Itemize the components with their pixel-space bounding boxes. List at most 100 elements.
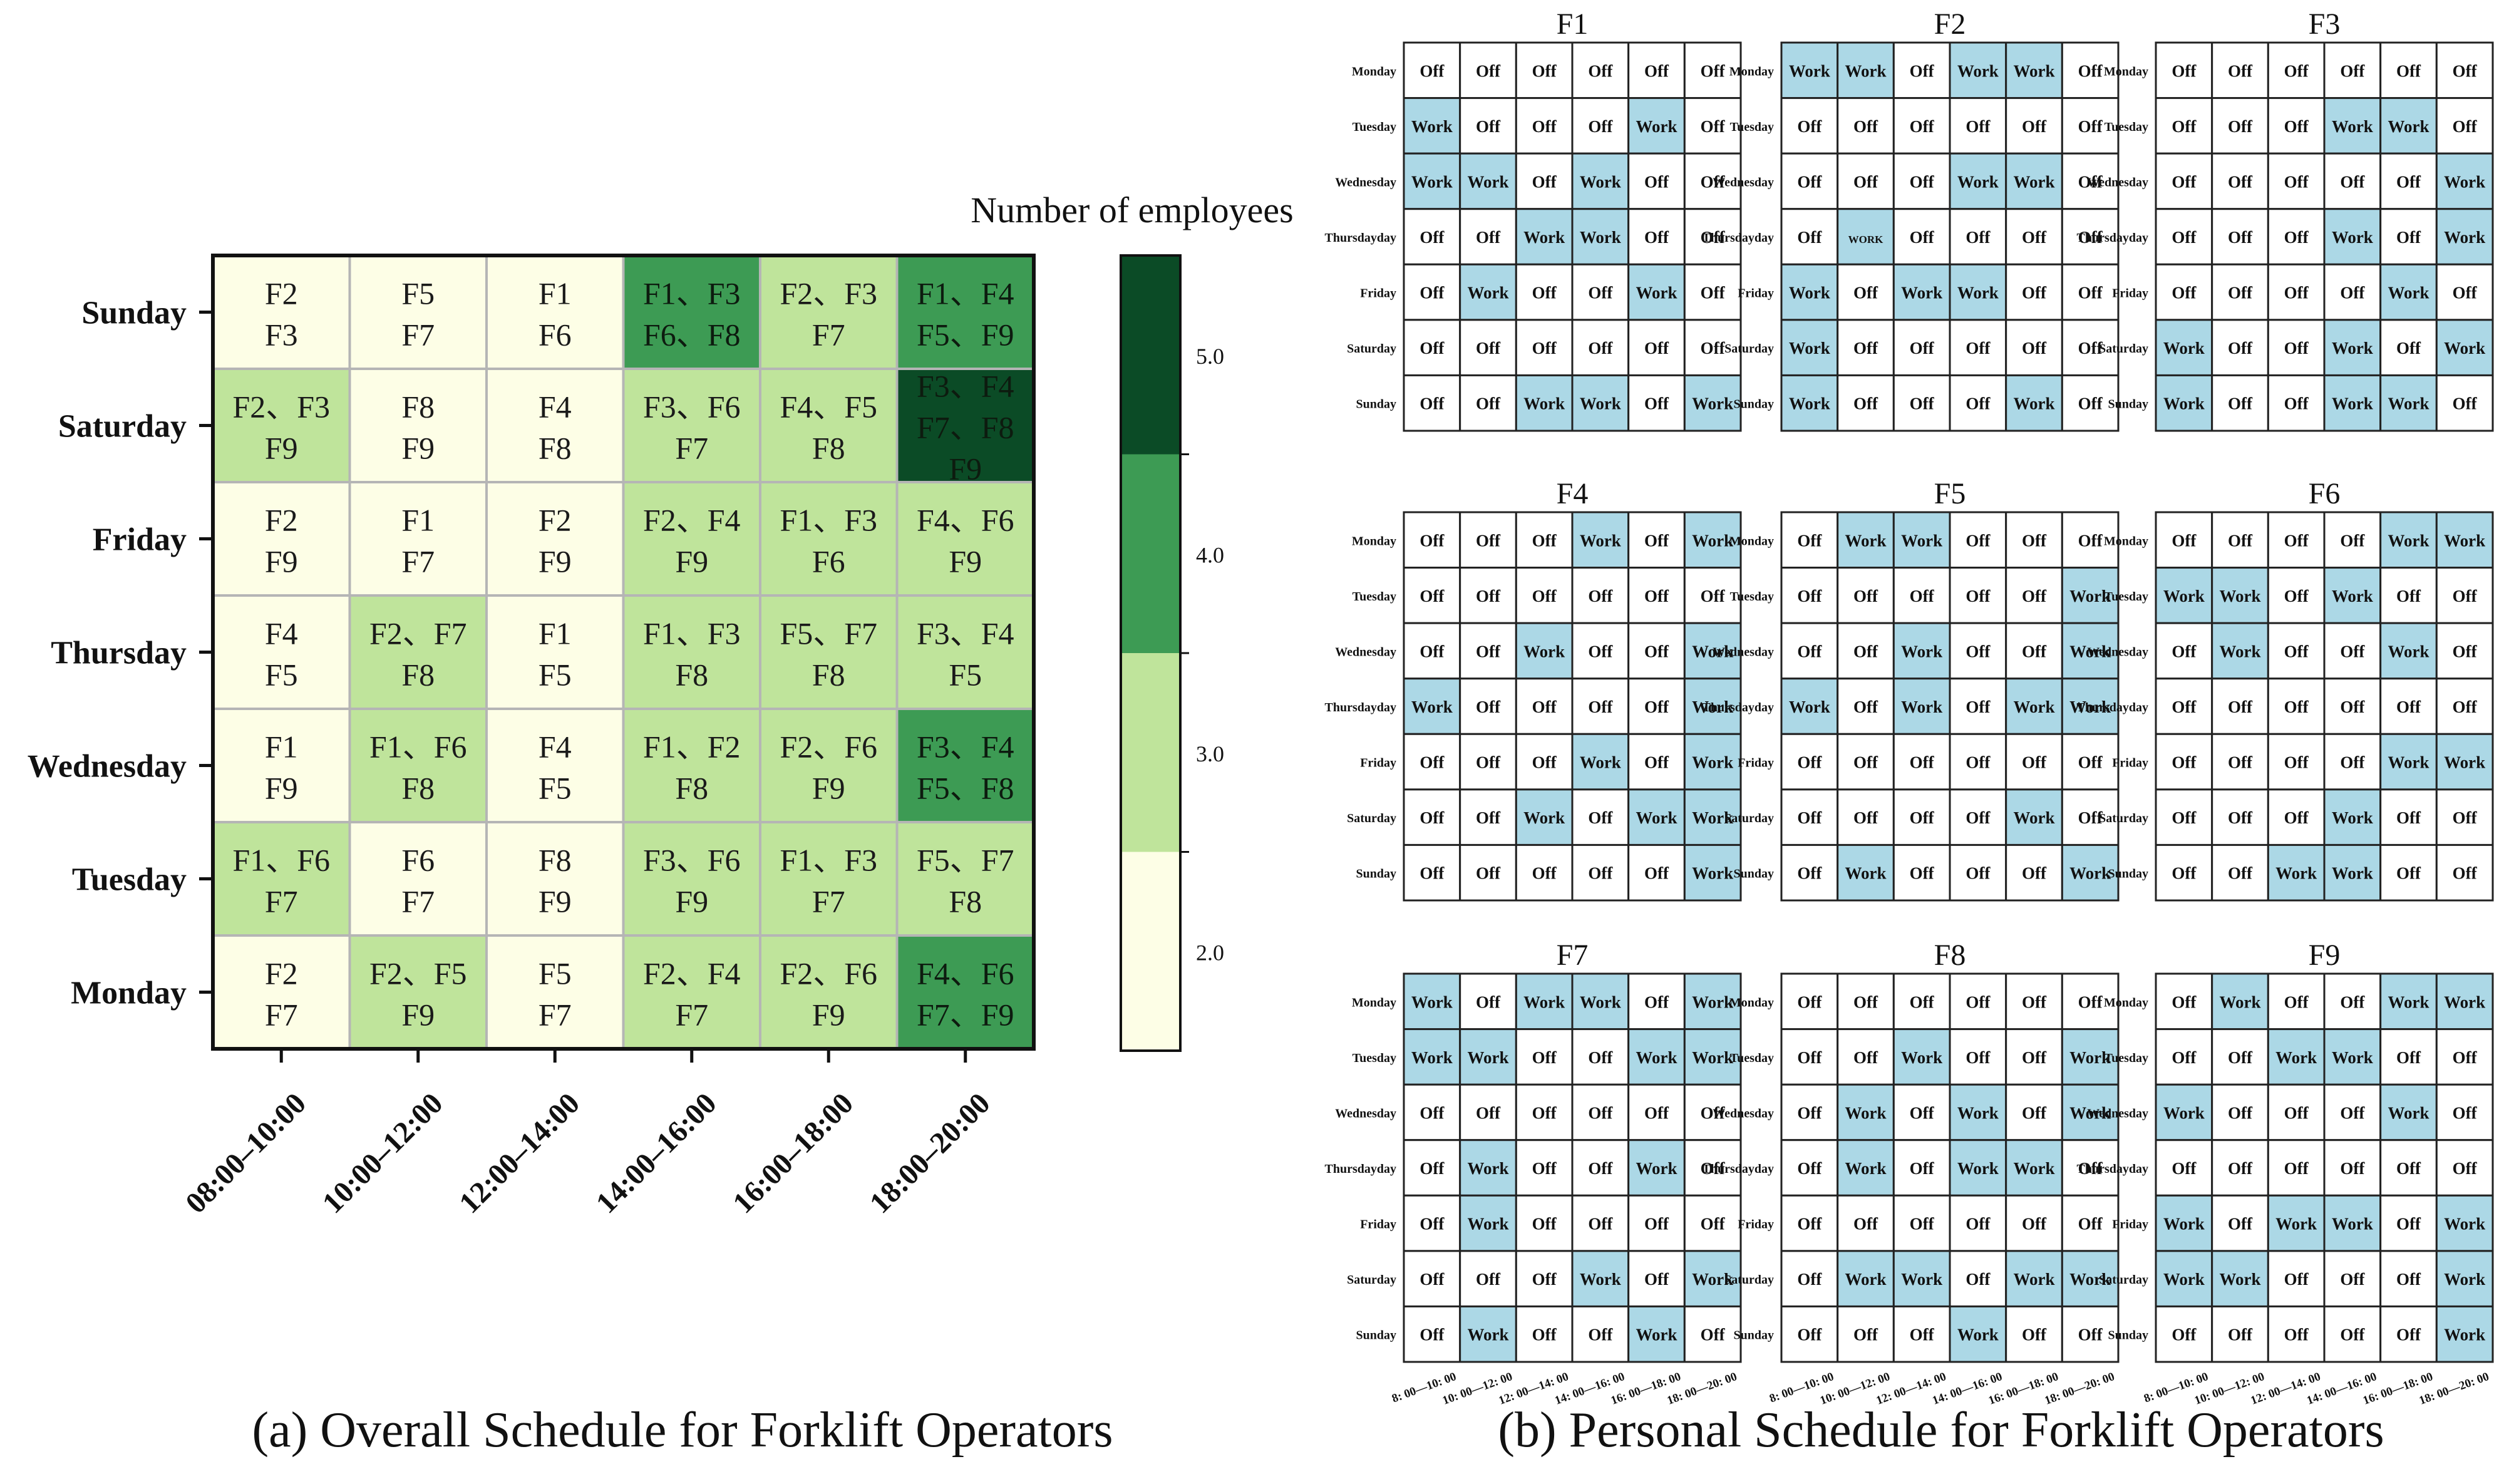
schedule-cell-label: Off xyxy=(2078,992,2103,1011)
schedule-cell-label: Off xyxy=(2396,1270,2421,1289)
schedule-cell-label: Off xyxy=(2228,864,2253,883)
heatmap-cell xyxy=(759,368,899,483)
work-cell xyxy=(1515,374,1574,432)
schedule-cell-label: Off xyxy=(1644,698,1669,716)
heatmap-cell-label: F5 xyxy=(538,956,572,991)
schedule-cell-label: Work xyxy=(2163,1215,2205,1234)
work-cell xyxy=(2267,1028,2326,1086)
schedule-cell-label: Off xyxy=(1797,642,1822,661)
weekday-label: Sunday xyxy=(1734,1329,1775,1342)
schedule-cell-label: Off xyxy=(1476,228,1501,247)
schedule-cell-label: Off xyxy=(2228,339,2253,358)
off-cell xyxy=(1837,567,1895,624)
off-cell xyxy=(2061,208,2120,265)
off-cell xyxy=(1780,788,1839,846)
heatmap-cell-label: F7 xyxy=(401,884,435,919)
schedule-cell-label: Off xyxy=(1588,1159,1613,1178)
weekday-label: Sunday xyxy=(1356,398,1397,411)
heatmap-cell-label: F2 xyxy=(538,503,572,538)
schedule-cell-label: Work xyxy=(1901,642,1942,661)
heatmap-cell-label: F2、F6 xyxy=(780,956,877,991)
off-cell xyxy=(2267,622,2326,680)
heatmap-cell-label: F7 xyxy=(265,884,298,919)
off-cell xyxy=(2379,1028,2438,1086)
schedule-cell-label: Off xyxy=(1588,117,1613,136)
weekday-label: Thursdayday xyxy=(1703,701,1775,714)
work-cell xyxy=(2061,622,2120,680)
schedule-cell-label: Off xyxy=(2284,698,2309,716)
schedule-cell-label: Off xyxy=(1910,172,1935,191)
schedule-cell-label: Work xyxy=(2332,228,2373,247)
schedule-cell-label: Off xyxy=(2172,531,2197,550)
work-cell xyxy=(2435,1305,2494,1363)
y-tick-label: Friday xyxy=(93,522,187,558)
work-cell xyxy=(2267,1194,2326,1252)
off-cell xyxy=(2435,567,2494,624)
schedule-cell-label: Work xyxy=(2444,1215,2485,1234)
off-cell xyxy=(2267,97,2326,155)
schedule-cell-label: Work xyxy=(2275,864,2317,883)
work-cell xyxy=(2211,972,2269,1031)
schedule-cell-label: Work xyxy=(2069,1103,2111,1122)
schedule-cell-label: Off xyxy=(2340,753,2365,772)
schedule-cell-label: Off xyxy=(2396,228,2421,247)
heatmap-cell-label: F8 xyxy=(675,771,708,806)
schedule-cell-label: WORK xyxy=(1848,234,1884,245)
weekday-label: Wednesday xyxy=(2087,645,2148,659)
schedule-cell-label: Work xyxy=(2388,117,2429,136)
work-cell xyxy=(1683,374,1742,432)
schedule-cell-label: Work xyxy=(2444,753,2485,772)
schedule-cell-label: Work xyxy=(1692,394,1733,413)
schedule-cell-label: Off xyxy=(2396,61,2421,80)
schedule-cell-label: Work xyxy=(2444,172,2485,191)
heatmap-cell-label: F1、F3 xyxy=(780,843,877,878)
schedule-cell-label: Off xyxy=(1420,1270,1445,1289)
schedule-cell-label: Work xyxy=(2069,1270,2111,1289)
heatmap-cell-label: F6 xyxy=(401,843,435,878)
schedule-cell-label: Off xyxy=(1910,339,1935,358)
schedule-cell-label: Work xyxy=(2332,864,2373,883)
schedule-cell-label: Off xyxy=(1853,117,1878,136)
work-cell xyxy=(1949,1139,2007,1197)
schedule-cell-label: Off xyxy=(1588,808,1613,827)
heatmap-cell-label: F3、F4 xyxy=(917,369,1014,404)
heatmap-cell-label: F9 xyxy=(265,431,298,466)
schedule-cell-label: Work xyxy=(1467,1215,1508,1234)
schedule-cell-label: Off xyxy=(2284,1159,2309,1178)
schedule-cell-label: Off xyxy=(1701,1159,1726,1178)
heatmap-cell-label: F8 xyxy=(401,389,435,425)
schedule-cell-label: Off xyxy=(1644,228,1669,247)
heatmap-cell-label: F8 xyxy=(401,771,435,806)
schedule-cell-label: Work xyxy=(2219,587,2260,605)
schedule-cell-label: Work xyxy=(1692,808,1733,827)
heatmap-cell-label: F1、F2 xyxy=(643,729,741,765)
schedule-cell-label: Off xyxy=(1588,284,1613,302)
off-cell xyxy=(1627,319,1686,376)
schedule-cell-label: Work xyxy=(2332,1215,2373,1234)
schedule-cell-label: Work xyxy=(2332,394,2373,413)
schedule-cell-label: Off xyxy=(1588,642,1613,661)
schedule-cell-label: Off xyxy=(1644,992,1669,1011)
colorbar-tick-label: 5.0 xyxy=(1196,344,1224,369)
schedule-cell-label: Off xyxy=(2284,1270,2309,1289)
schedule-cell-label: Work xyxy=(1523,992,1565,1011)
schedule-cell-label: Off xyxy=(2340,992,2365,1011)
off-cell xyxy=(1403,1139,1461,1197)
off-cell xyxy=(2155,1028,2213,1086)
schedule-cell-label: Off xyxy=(1644,642,1669,661)
work-cell xyxy=(2061,1028,2120,1086)
heatmap-cell-label: F9 xyxy=(538,884,572,919)
schedule-cell-label: Work xyxy=(1789,61,1830,80)
schedule-cell-label: Off xyxy=(2172,1326,2197,1344)
off-cell xyxy=(2435,263,2494,321)
heatmap-cell-label: F9 xyxy=(265,544,298,579)
off-cell xyxy=(1780,208,1839,265)
schedule-cell-label: Off xyxy=(1797,753,1822,772)
schedule-cell-label: Off xyxy=(2453,642,2478,661)
off-cell xyxy=(2267,374,2326,432)
off-cell xyxy=(2267,41,2326,100)
schedule-cell-label: Off xyxy=(1420,1215,1445,1234)
schedule-cell-label: Work xyxy=(1523,394,1565,413)
schedule-cell-label: Off xyxy=(1701,1215,1726,1234)
schedule-cell-label: Off xyxy=(2340,1326,2365,1344)
